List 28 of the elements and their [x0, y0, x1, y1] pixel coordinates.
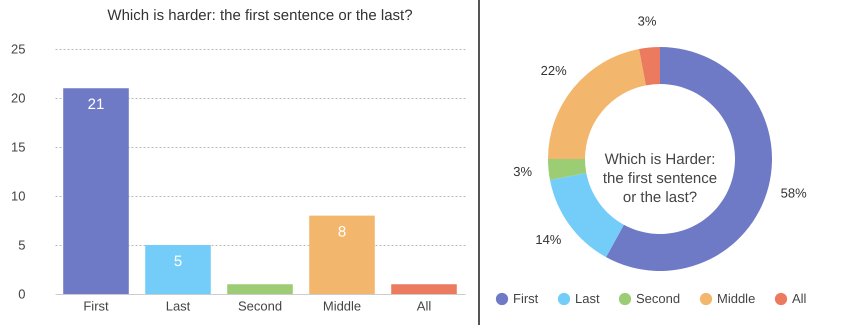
x-tick-label: All [416, 298, 432, 314]
y-tick-label: 15 [11, 140, 26, 154]
bar [145, 245, 211, 294]
x-tick-label: Second [238, 298, 282, 314]
y-tick-label: 0 [18, 286, 26, 302]
data-label: 14% [535, 232, 562, 248]
x-tick-label: Last [166, 298, 191, 314]
y-tick-label: 20 [11, 90, 26, 106]
data-label: 21 [88, 96, 104, 114]
donut-slice [639, 47, 660, 86]
x-tick-label: First [83, 298, 110, 314]
data-label: 3% [513, 164, 532, 179]
x-tick-label: Middle [322, 298, 362, 314]
text: Which is Harder: the first sentence or the last? [602, 151, 718, 206]
donut-slice [548, 159, 586, 180]
data-label: 3% [638, 14, 657, 29]
data-label: 8 [338, 224, 346, 241]
y-tick-label: 25 [11, 42, 26, 56]
y-tick-label: 10 [11, 188, 26, 204]
data-label: 58% [780, 185, 808, 200]
y-tick-label: 5 [18, 238, 26, 252]
data-label: 5 [174, 253, 182, 270]
data-label: 22% [540, 63, 568, 78]
bar [309, 216, 375, 294]
bar [63, 88, 129, 294]
chart-title: Which is harder: the first sentence or the last? [107, 7, 413, 24]
bar [227, 284, 293, 294]
bar [391, 284, 457, 294]
